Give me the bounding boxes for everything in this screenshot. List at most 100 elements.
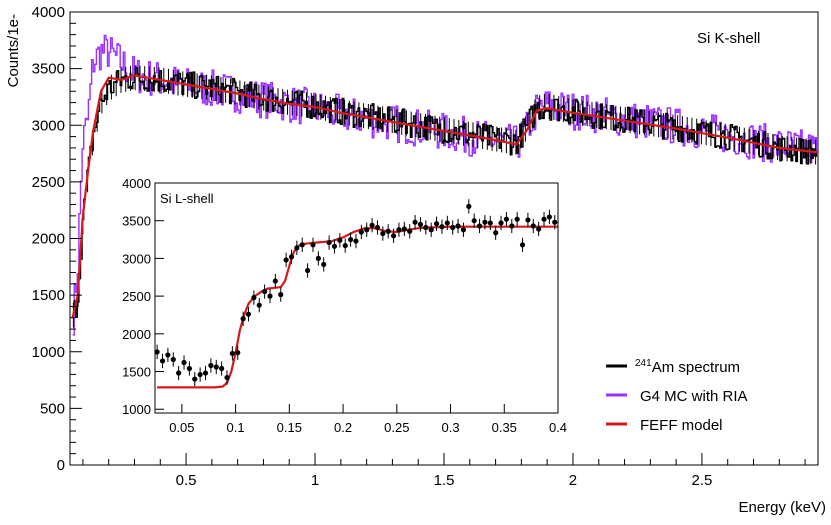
inset-data-point [428, 227, 434, 233]
inset-data-point [493, 230, 499, 236]
inset-data-point [256, 302, 262, 308]
inset-data-point [305, 267, 311, 274]
inset-data-point [170, 356, 176, 363]
main-series-group [71, 34, 819, 336]
inset-data-point [476, 223, 483, 229]
inset-data-point [455, 223, 461, 229]
y-tick-label: 500 [40, 400, 65, 417]
inset-data-point [159, 358, 166, 364]
inset-data-point [444, 220, 450, 226]
inset-y-tick-label: 4000 [122, 176, 151, 191]
inset-data-point [251, 295, 257, 301]
y-tick-label: 3000 [32, 117, 65, 134]
inset-plot-frame [154, 182, 559, 414]
inset-data-point [315, 255, 321, 262]
y-tick-label: 0 [57, 457, 65, 474]
legend-label-am-spectrum: Am spectrum [652, 359, 740, 376]
inset-data-point [466, 203, 472, 209]
inset-data-point [396, 227, 402, 233]
inset-y-tick-label: 1000 [122, 402, 151, 417]
inset-data-point [202, 370, 209, 376]
inset-y-tick-label: 1500 [122, 365, 151, 380]
y-tick-label: 2500 [32, 174, 65, 191]
inset-data-point [353, 238, 359, 244]
inset-data-point [262, 288, 268, 295]
k-shell-annotation: Si K-shell [697, 30, 760, 47]
inset-y-tick-label: 2500 [122, 289, 151, 304]
inset-data-point [272, 278, 278, 284]
legend-label-sup: 241 [635, 358, 652, 369]
x-tick-label: 1.5 [434, 472, 455, 489]
inset-data-point [219, 365, 225, 372]
inset-data-point [546, 214, 553, 220]
inset-data-point [235, 350, 241, 356]
inset-data-point [482, 219, 488, 225]
inset-data-point [487, 220, 493, 226]
inset-data-point [460, 227, 467, 233]
y-axis-label: Counts/1e- [5, 14, 22, 87]
inset-data-point [342, 242, 348, 249]
x-tick-label: 2 [569, 472, 577, 489]
svg-text:241Am spectrum: 241Am spectrum [635, 358, 740, 376]
inset-data-point [390, 233, 397, 239]
inset-data-point [439, 224, 445, 230]
inset-data-point [245, 311, 252, 317]
inset-data-point [503, 216, 510, 222]
inset-x-tick-label: 0.3 [441, 420, 459, 435]
inset-data-point [294, 245, 300, 251]
inset-data-point [240, 316, 246, 322]
inset-y-tick-label: 2000 [122, 327, 151, 342]
y-tick-label: 1000 [32, 344, 65, 361]
inset-x-tick-label: 0.4 [549, 420, 567, 435]
legend-label-feff-model: FEFF model [640, 417, 723, 434]
inset-x-tick-label: 0.1 [227, 420, 245, 435]
inset-data-point [321, 261, 327, 268]
inset-data-point [278, 292, 284, 298]
inset-data-point [288, 254, 295, 260]
inset-data-point [433, 221, 440, 227]
y-tick-label: 2000 [32, 231, 65, 248]
inset-data-point [385, 228, 391, 234]
inset-data-point [401, 226, 407, 232]
legend-entry-g4-mc: G4 MC with RIA [606, 388, 748, 405]
inset-x-tick-label: 0.35 [492, 420, 517, 435]
legend-entry-am-spectrum: 241Am spectrum [606, 358, 740, 376]
main-plot: 0 500 1000 1500 2000 2500 3000 3500 4000 0.5 1 1.5 2… [5, 4, 826, 516]
inset-data-point [525, 217, 531, 223]
inset-data-point [229, 350, 235, 357]
inset-data-point [509, 223, 515, 229]
inset-x-tick-label: 0.2 [334, 420, 352, 435]
inset-data-point [530, 223, 536, 229]
legend: 241Am spectrum G4 MC with RIA FEFF model [606, 358, 748, 434]
series-line-feff-model [71, 74, 819, 319]
inset-data-point [498, 220, 504, 226]
series-line-am-spectrum [72, 67, 818, 318]
inset-data-point [364, 227, 370, 233]
inset-x-tick-label: 0.05 [169, 420, 194, 435]
inset-data-point [347, 236, 354, 243]
inset-data-point [412, 219, 418, 225]
inset-data-point [213, 364, 219, 370]
l-shell-annotation: Si L-shell [160, 191, 214, 206]
inset-data-point [267, 293, 273, 299]
inset-data-point [181, 359, 187, 366]
inset-data-point [186, 365, 192, 372]
y-tick-label: 4000 [32, 4, 65, 21]
x-axis-label: Energy (keV) [738, 499, 826, 516]
inset-data-point [197, 371, 203, 378]
y-tick-label: 3500 [32, 61, 65, 78]
inset-data-point [514, 216, 520, 222]
inset-y-tick-label: 3500 [122, 214, 151, 229]
inset-data-point [154, 349, 160, 355]
inset-data-point [337, 237, 343, 243]
inset-data-point [374, 224, 381, 231]
inset-data-point [192, 376, 198, 382]
legend-label-g4-mc: G4 MC with RIA [640, 388, 748, 405]
x-tick-label: 2.5 [692, 472, 713, 489]
inset-series-group [154, 199, 558, 389]
inset-data-point [369, 222, 375, 228]
inset-data-point [331, 243, 338, 249]
inset-axes-group: 1000 1500 2000 2500 3000 3500 4000 0.05 0.1 0.15 0… [122, 176, 567, 435]
inset-data-point [326, 239, 332, 246]
